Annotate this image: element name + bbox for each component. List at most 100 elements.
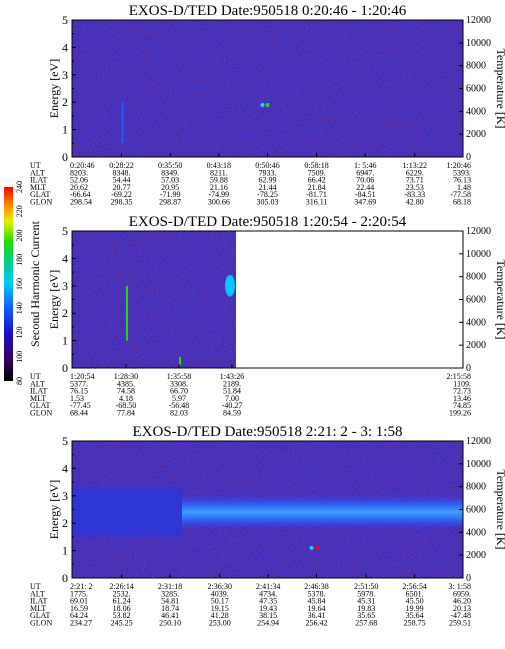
y2-tick-label: 6000 (466, 295, 486, 306)
ephemeris-value: 316.11 (306, 198, 328, 207)
ephemeris-value: 2:46:38 (304, 582, 328, 591)
ephemeris-value: 84.59 (223, 409, 241, 418)
ephemeris-row-label: ILAT (30, 387, 47, 396)
y-tick-label: 2 (62, 306, 68, 320)
ephemeris-value: 35.65 (357, 611, 375, 620)
y2-tick-label: 8000 (466, 61, 486, 72)
ephemeris-value: 0:35:50 (158, 161, 182, 170)
y-axis-title: Energy [eV] (47, 59, 61, 118)
ephemeris-value: 18.06 (113, 604, 131, 613)
ephemeris-value: 64.24 (70, 611, 88, 620)
ephemeris-value: 1775. (70, 589, 88, 598)
ephemeris-value: 0:50:46 (255, 161, 279, 170)
ephemeris-value: 300.66 (208, 198, 230, 207)
ephemeris-value: 38.15 (259, 611, 277, 620)
ephemeris-value: 19.99 (406, 604, 424, 613)
y2-tick-label: 0 (466, 152, 471, 163)
spectrogram-texture (72, 20, 463, 157)
ephemeris-row-label: UT (30, 582, 41, 591)
colorbar-tick-label: 220 (15, 205, 24, 217)
ephemeris-value: 6501. (406, 589, 424, 598)
ephemeris-value: 70.06 (356, 176, 374, 185)
ephemeris-value: 3285. (161, 589, 179, 598)
ephemeris-value: 8349. (161, 168, 179, 177)
ephemeris-value: 1.53 (70, 394, 84, 403)
ephemeris-value: 2:36:30 (208, 582, 232, 591)
y-tick-label: 3 (62, 489, 68, 503)
y2-tick-label: 12000 (466, 436, 491, 447)
ephemeris-row-label: ILAT (30, 597, 47, 606)
panel-title: EXOS-D/TED Date:950518 1:20:54 - 2:20:54 (129, 214, 407, 230)
y-tick-label: 5 (62, 224, 68, 238)
ephemeris-value: 1:20:54 (70, 372, 94, 381)
ephemeris-row-label: GLON (30, 409, 52, 418)
ephemeris-value: 298.35 (111, 198, 133, 207)
y-tick-label: 4 (62, 40, 68, 54)
ephemeris-value: 234.27 (70, 619, 92, 628)
ephemeris-value: 259.51 (449, 619, 471, 628)
ephemeris-value: 1:20:46 (447, 161, 471, 170)
feature-band (182, 495, 463, 529)
feature-dot (314, 545, 319, 550)
ephemeris-value: 8203. (70, 168, 88, 177)
ephemeris-value: 0:20:46 (70, 161, 94, 170)
y-tick-label: 1 (62, 123, 68, 137)
ephemeris-value: -68.50 (116, 401, 137, 410)
ephemeris-value: 76.15 (70, 387, 88, 396)
ephemeris-value: 5.97 (172, 394, 186, 403)
ephemeris-value: 6959. (453, 589, 471, 598)
ephemeris-value: 22.44 (356, 183, 374, 192)
ephemeris-row-label: GLON (30, 198, 52, 207)
ephemeris-value: -56.48 (169, 401, 190, 410)
ephemeris-value: 253.00 (209, 619, 231, 628)
ephemeris-row-label: MLT (30, 183, 46, 192)
y2-tick-label: 12000 (466, 15, 491, 26)
ephemeris-value: 68.44 (70, 409, 88, 418)
ephemeris-value: 23.53 (406, 183, 424, 192)
ephemeris-value: 20.62 (70, 183, 88, 192)
ephemeris-value: 35.64 (406, 611, 424, 620)
ephemeris-value: 19.83 (357, 604, 375, 613)
ephemeris-row-label: ALT (30, 589, 45, 598)
y2-tick-label: 4000 (466, 317, 486, 328)
ephemeris-value: 2:26:14 (109, 582, 133, 591)
ephemeris-value: -40.27 (222, 401, 243, 410)
colorbar-tick-label: 100 (15, 351, 24, 363)
ephemeris-value: 19.43 (259, 604, 277, 613)
ephemeris-value: 8348. (113, 168, 131, 177)
spectrogram-panel: EXOS-D/TED Date:950518 0:20:46 - 1:20:46… (30, 3, 505, 207)
ephemeris-value: 59.88 (210, 176, 228, 185)
ephemeris-value: 41.28 (211, 611, 229, 620)
y2-axis-title: Temperature [K] (494, 259, 505, 339)
ephemeris-value: 13.46 (453, 394, 471, 403)
ephemeris-value: 7509. (308, 168, 326, 177)
ephemeris-value: 53.82 (113, 611, 131, 620)
ephemeris-row-label: ALT (30, 379, 45, 388)
ephemeris-value: 305.03 (257, 198, 279, 207)
y2-tick-label: 8000 (466, 272, 486, 283)
panel-title: EXOS-D/TED Date:950518 2:21: 2 - 3: 1:58 (133, 424, 403, 440)
y-tick-label: 1 (62, 544, 68, 558)
ephemeris-value: 46.41 (161, 611, 179, 620)
y2-tick-label: 0 (466, 363, 471, 374)
ephemeris-value: 46.20 (453, 597, 471, 606)
y-tick-label: 3 (62, 68, 68, 82)
y2-tick-label: 8000 (466, 482, 486, 493)
y-axis-title: Energy [eV] (47, 480, 61, 539)
colorbar: 80 100 120 140 160 180 200 220 240 Second Harmoni… (4, 181, 42, 385)
feature-dot (265, 102, 270, 107)
ephemeris-value: -84.51 (355, 190, 376, 199)
ephemeris-row-label: MLT (30, 394, 46, 403)
data-gap (235, 231, 469, 368)
ephemeris-value: 21.16 (210, 183, 228, 192)
y-tick-label: 0 (62, 150, 68, 164)
ephemeris-value: 3: 1:58 (449, 582, 471, 591)
ephemeris-value: 2:15:58 (447, 372, 471, 381)
ephemeris-value: 18.74 (161, 604, 179, 613)
ephemeris-value: 77.84 (117, 409, 135, 418)
ephemeris-value: 62.99 (259, 176, 277, 185)
ephemeris-value: 42.80 (406, 198, 424, 207)
ephemeris-value: 250.10 (159, 619, 181, 628)
spectrogram-panel: EXOS-D/TED Date:950518 1:20:54 - 2:20:54… (30, 214, 505, 418)
